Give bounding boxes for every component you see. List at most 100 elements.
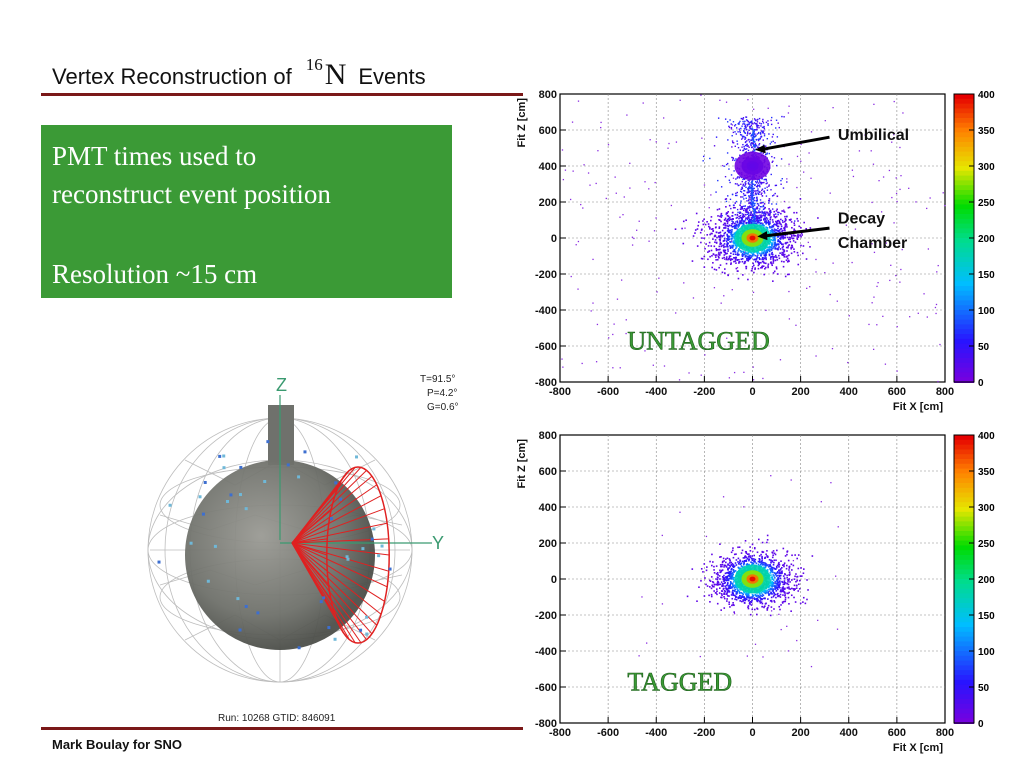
event-point (725, 198, 728, 200)
event-point (927, 248, 930, 250)
event-point (790, 237, 792, 239)
event-point (633, 237, 635, 240)
event-point (701, 237, 703, 239)
event-point (787, 245, 790, 247)
event-point (851, 261, 853, 264)
event-point (761, 562, 763, 565)
event-point (752, 262, 754, 265)
event-point (774, 568, 777, 570)
event-point (726, 592, 728, 595)
event-point (775, 223, 778, 226)
event-point (748, 141, 751, 143)
event-point (775, 587, 777, 590)
event-point (752, 558, 755, 560)
event-point (749, 132, 751, 135)
event-point (764, 218, 766, 220)
event-point (778, 566, 780, 568)
event-point (781, 178, 783, 180)
event-point (777, 219, 780, 222)
event-point (750, 604, 753, 606)
event-point (774, 241, 777, 244)
hotspot (749, 576, 756, 582)
event-point (709, 226, 711, 229)
event-point (782, 265, 785, 268)
event-point (724, 272, 726, 274)
event-point (761, 189, 763, 192)
hit-pmt (365, 615, 369, 619)
event-point (626, 114, 628, 116)
event-point (732, 570, 735, 572)
event-point (723, 560, 725, 562)
event-point (748, 258, 751, 261)
event-point (730, 594, 733, 596)
event-point (728, 258, 731, 260)
event-point (756, 218, 758, 220)
event-point (723, 254, 726, 256)
event-point (782, 589, 785, 592)
hit-pmt (355, 455, 359, 459)
color-bar-segment (954, 204, 974, 211)
color-bar-segment (954, 684, 974, 691)
event-point (714, 583, 716, 586)
event-point (784, 218, 787, 220)
event-point (750, 212, 753, 214)
event-point (732, 215, 734, 217)
event-point (699, 655, 701, 658)
event-point (756, 125, 758, 127)
color-bar-segment (954, 170, 974, 177)
event-point (738, 215, 740, 218)
event-point (770, 584, 773, 587)
event-point (770, 567, 773, 570)
event-point (757, 211, 759, 214)
event-point (800, 160, 802, 162)
event-point (786, 236, 789, 239)
event-point (770, 247, 773, 249)
event-point (760, 219, 762, 221)
event-point (575, 244, 577, 246)
x-tick-label: 200 (791, 386, 809, 398)
hit-line (291, 542, 327, 556)
event-point (715, 249, 718, 252)
event-point (719, 587, 721, 589)
event-point (767, 246, 770, 249)
event-point (766, 138, 769, 140)
event-point (788, 105, 790, 107)
event-point (646, 642, 648, 644)
event-point (771, 228, 773, 231)
hit-pmt (263, 480, 267, 484)
event-point (765, 309, 767, 312)
event-point (736, 588, 738, 590)
event-point (793, 224, 796, 226)
event-point (730, 123, 732, 125)
event-point (758, 592, 761, 594)
color-bar-segment (954, 507, 974, 513)
event-point (751, 561, 753, 564)
event-point (758, 555, 761, 557)
event-point (757, 192, 759, 194)
event-point (774, 582, 777, 585)
x-tick-label: 200 (791, 727, 809, 739)
event-point (779, 582, 781, 584)
event-point (791, 569, 793, 571)
x-tick-label: 600 (888, 727, 906, 739)
event-point (742, 178, 744, 181)
event-point (700, 229, 703, 231)
event-point (625, 319, 627, 321)
event-point (747, 121, 750, 123)
event-point (756, 128, 758, 130)
color-bar-label: 350 (978, 126, 995, 137)
event-point (750, 139, 752, 141)
event-point (745, 267, 748, 270)
event-point (756, 216, 759, 218)
event-point (740, 221, 742, 224)
event-point (721, 565, 723, 568)
event-point (785, 564, 788, 567)
event-point (757, 203, 759, 205)
event-point (755, 129, 757, 131)
color-bar-segment (954, 574, 974, 580)
event-point (780, 179, 782, 182)
event-point (727, 568, 729, 571)
event-point (782, 243, 784, 246)
event-point (909, 316, 911, 318)
event-point (800, 567, 802, 569)
